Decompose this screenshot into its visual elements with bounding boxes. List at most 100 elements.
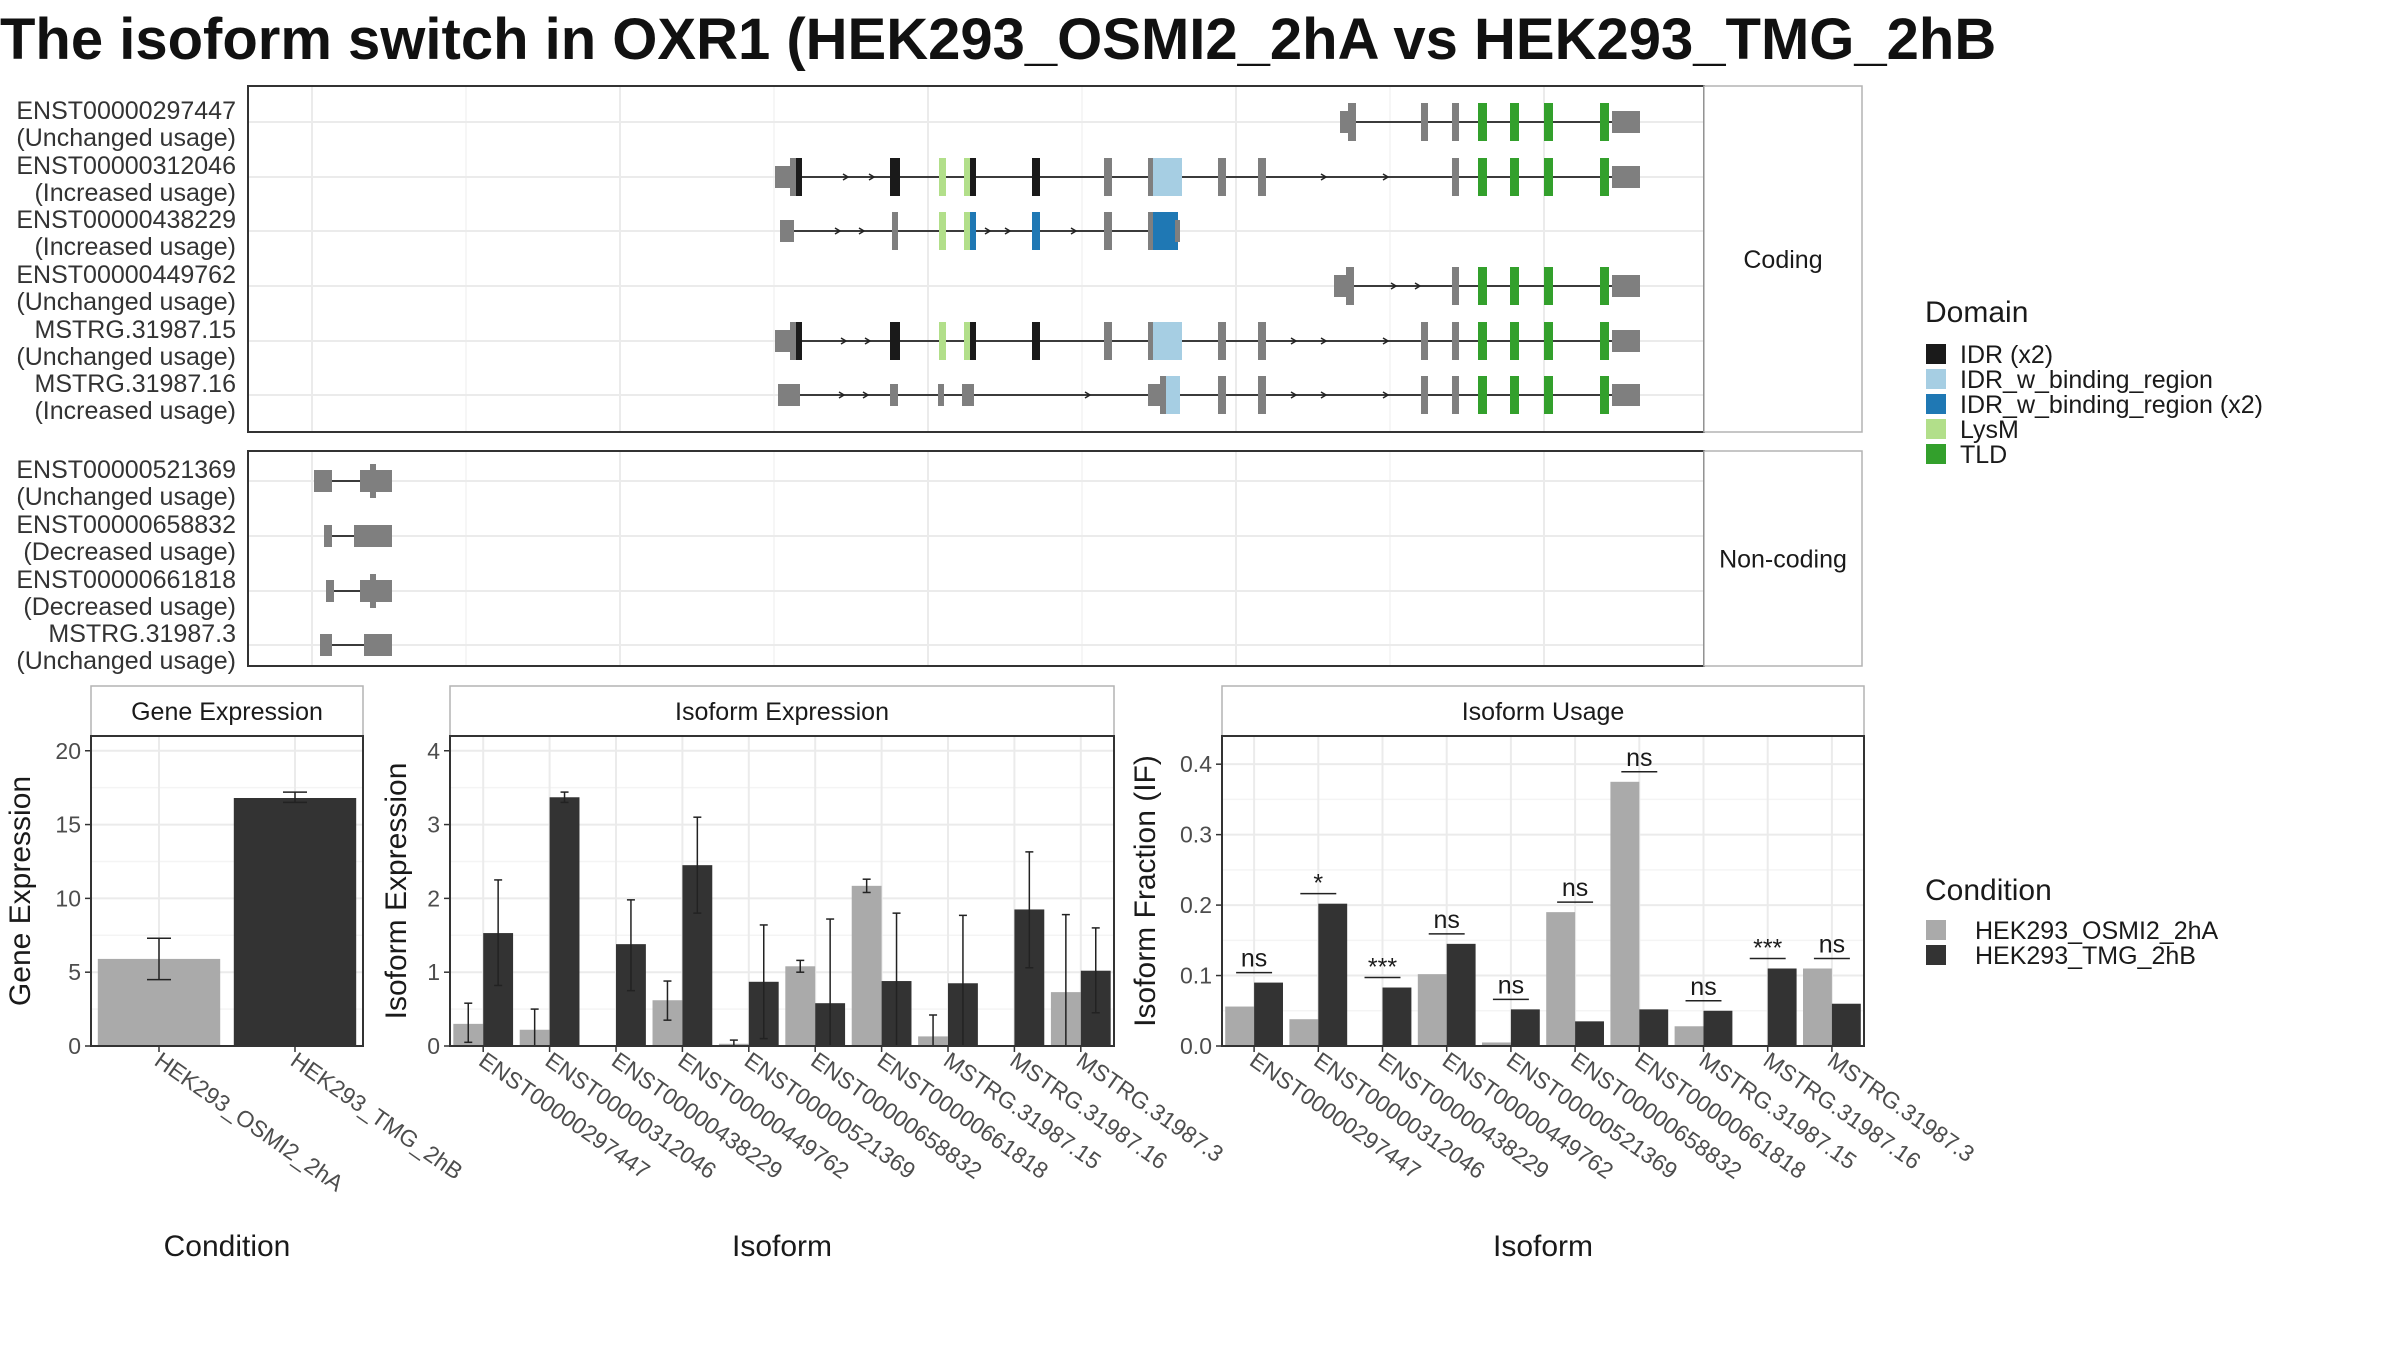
exon bbox=[1452, 103, 1459, 141]
exon bbox=[790, 158, 798, 196]
isoform-usage-chart-bar-1-7 bbox=[1703, 1010, 1733, 1046]
exon-utr bbox=[1175, 220, 1180, 242]
exon-lysm bbox=[939, 158, 946, 196]
isoform-usage-chart-sig-8: *** bbox=[1753, 935, 1782, 963]
exon-idr bbox=[970, 158, 976, 196]
exon bbox=[1452, 267, 1459, 305]
gene-expression-chart-bar-1 bbox=[233, 798, 357, 1046]
exon-utr bbox=[780, 220, 794, 242]
coding-row-0-id: ENST00000297447 bbox=[16, 97, 236, 125]
coding-row-1-usage: (Increased usage) bbox=[34, 179, 236, 207]
exon-idr-bind-x2 bbox=[1153, 212, 1178, 250]
coding-row-3-usage: (Unchanged usage) bbox=[16, 288, 236, 316]
coding-row-2-usage: (Increased usage) bbox=[34, 233, 236, 261]
exon-utr bbox=[1334, 275, 1348, 297]
exon-idr-bind bbox=[1153, 322, 1182, 360]
isoform-usage-chart-sig-7: ns bbox=[1690, 973, 1716, 1001]
legend-condition-label-0: HEK293_OSMI2_2hA bbox=[1975, 917, 2219, 945]
exon bbox=[1452, 322, 1459, 360]
isoform-usage-chart-ytick-label-0: 0.0 bbox=[1180, 1033, 1212, 1059]
isoform-usage-chart-ytick-label-2: 0.2 bbox=[1180, 892, 1212, 918]
isoform-expression-chart-title: Isoform Expression bbox=[675, 698, 889, 726]
exon bbox=[1218, 322, 1226, 360]
isoform-usage-chart-bar-1-2 bbox=[1382, 987, 1412, 1046]
exon bbox=[1258, 376, 1266, 414]
exon-utr bbox=[1612, 384, 1640, 406]
exon-tld bbox=[1544, 376, 1553, 414]
exon bbox=[1421, 376, 1428, 414]
exon-lysm bbox=[939, 322, 946, 360]
exon bbox=[320, 634, 332, 656]
exon bbox=[1421, 322, 1428, 360]
noncoding-row-1-id: ENST00000658832 bbox=[16, 511, 236, 539]
isoform-usage-chart-sig-1: * bbox=[1313, 870, 1323, 898]
isoform-usage-chart-bar-1-0 bbox=[1254, 982, 1283, 1046]
isoform-expression-chart-ytick-label-3: 3 bbox=[427, 812, 440, 838]
exon bbox=[326, 580, 334, 602]
isoform-usage-chart-bar-0-6 bbox=[1610, 781, 1640, 1046]
isoform-usage-chart-bar-1-3 bbox=[1446, 943, 1476, 1046]
isoform-expression-chart-ytick-label-2: 2 bbox=[427, 885, 440, 911]
exon-tld bbox=[1544, 158, 1553, 196]
exon-tld bbox=[1478, 158, 1487, 196]
strand-arrow bbox=[1390, 282, 1398, 290]
exon bbox=[1148, 158, 1154, 196]
exon-idr bbox=[1032, 322, 1040, 360]
exon-tld bbox=[1544, 267, 1553, 305]
isoform-usage-chart-bar-1-5 bbox=[1575, 1021, 1604, 1046]
coding-row-5-id: MSTRG.31987.16 bbox=[35, 370, 237, 398]
exon bbox=[1160, 376, 1168, 414]
exon bbox=[1258, 158, 1266, 196]
exon-idr-bind bbox=[1153, 158, 1182, 196]
isoform-usage-chart-sig-3: ns bbox=[1433, 906, 1459, 934]
exon-utr bbox=[778, 384, 800, 406]
gene-expression-chart-title: Gene Expression bbox=[131, 698, 323, 726]
exon bbox=[1148, 212, 1154, 250]
isoform-usage-chart-title: Isoform Usage bbox=[1462, 698, 1625, 726]
exon-lysm bbox=[964, 322, 970, 360]
exon bbox=[1104, 158, 1112, 196]
isoform-usage-chart-bar-0-3 bbox=[1417, 974, 1447, 1046]
isoform-expression-chart-bar-0-5 bbox=[785, 966, 816, 1046]
coding-panel: Coding bbox=[247, 85, 1863, 433]
exon-tld bbox=[1478, 267, 1487, 305]
figure-title: The isoform switch in OXR1 (HEK293_OSMI2… bbox=[0, 7, 1997, 72]
isoform-usage-chart-border bbox=[1221, 735, 1865, 1047]
exon-idr bbox=[796, 158, 802, 196]
exon-tld bbox=[1510, 267, 1519, 305]
coding-panel-strip-label: Coding bbox=[1743, 246, 1822, 274]
isoform-expression-chart-strip bbox=[449, 685, 1115, 737]
exon-utr bbox=[775, 330, 792, 352]
exon-tld bbox=[1544, 322, 1553, 360]
strand-arrow bbox=[984, 227, 992, 235]
gene-expression-chart-xlabel: Condition bbox=[164, 1230, 291, 1263]
exon bbox=[962, 384, 974, 406]
exon-utr bbox=[1612, 275, 1640, 297]
exon-utr bbox=[775, 166, 792, 188]
exon-tld bbox=[1600, 267, 1609, 305]
exon-utr bbox=[1612, 166, 1640, 188]
isoform-usage-chart-sig-2: *** bbox=[1368, 954, 1397, 982]
exon-tld bbox=[1510, 376, 1519, 414]
exon bbox=[1452, 376, 1459, 414]
legend-domain-label-4: TLD bbox=[1960, 441, 2007, 469]
exon-idr-bind-x2 bbox=[970, 212, 976, 250]
exon bbox=[314, 470, 332, 492]
noncoding-row-0-id: ENST00000521369 bbox=[16, 456, 236, 484]
isoform-usage-chart-bar-0-1 bbox=[1289, 1019, 1319, 1046]
gene-expression-chart-ytick-label-3: 15 bbox=[55, 812, 81, 838]
strand-arrow bbox=[1382, 173, 1390, 181]
exon-utr bbox=[1612, 330, 1640, 352]
strand-arrow bbox=[1320, 391, 1328, 399]
legend-domain-swatch-0 bbox=[1926, 344, 1946, 364]
noncoding-row-2-id: ENST00000661818 bbox=[16, 566, 236, 594]
legend-domain-label-2: IDR_w_binding_region (x2) bbox=[1960, 391, 2263, 419]
exon-idr bbox=[1032, 158, 1040, 196]
isoform-usage-chart-bar-1-4 bbox=[1510, 1009, 1540, 1046]
exon-utr bbox=[1612, 111, 1640, 133]
exon bbox=[1258, 322, 1266, 360]
isoform-usage-chart-bar-0-0 bbox=[1225, 1006, 1255, 1046]
isoform-usage-chart-ytick-label-1: 0.1 bbox=[1180, 963, 1212, 989]
noncoding-row-0-usage: (Unchanged usage) bbox=[16, 483, 236, 511]
